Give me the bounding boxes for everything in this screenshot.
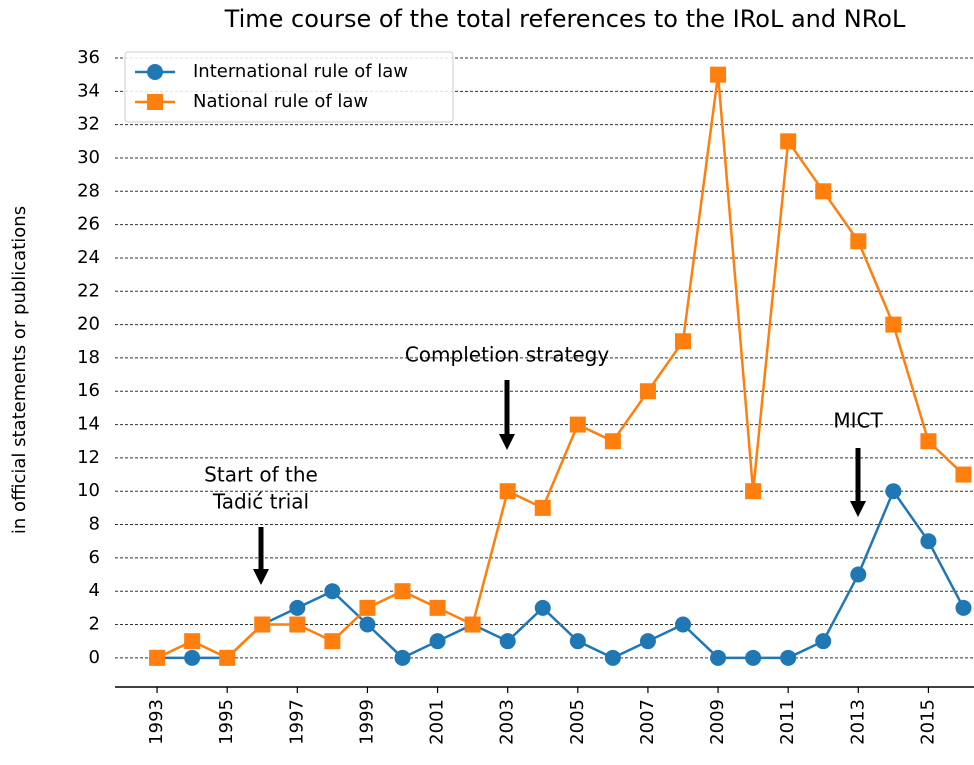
chart-title: Time course of the total references to t… [224,5,906,33]
x-tick-label: 2007 [637,699,658,745]
annotation: Start of the [204,463,318,487]
x-tick-label: 2015 [917,699,938,745]
y-tick-label: 30 [77,147,100,168]
marker [710,649,727,666]
marker [534,599,551,616]
marker [429,599,446,616]
y-tick-label: 12 [77,447,100,468]
marker [149,649,166,666]
marker [955,466,972,483]
marker [780,649,797,666]
marker [499,483,516,500]
y-tick-label: 8 [89,514,100,535]
marker [569,633,586,650]
y-tick-label: 4 [89,580,100,601]
legend-label: National rule of law [193,91,368,112]
y-tick-label: 16 [77,380,100,401]
x-tick-label: 1997 [286,699,307,745]
marker [639,383,656,400]
x-tick-label: 2009 [707,699,728,745]
marker [920,433,937,450]
marker [359,599,376,616]
annotation: MICT [833,409,883,433]
legend-marker [147,64,163,80]
marker [184,649,201,666]
marker [184,633,201,650]
legend-box [124,51,454,123]
y-tick-label: 0 [89,647,100,668]
x-tick-label: 1999 [356,699,377,745]
marker [604,433,621,450]
legend-label: International rule of law [193,61,408,82]
y-tick-label: 20 [77,314,100,335]
y-tick-label: 2 [89,614,100,635]
marker [885,483,902,500]
y-tick-label: 26 [77,214,100,235]
marker [394,583,411,600]
x-tick-label: 2011 [777,699,798,745]
annotation-arrow-head [499,434,515,450]
x-tick-label: 1993 [146,699,167,745]
y-axis-label: in official statements or publications [9,206,30,534]
marker [324,583,341,600]
marker [394,649,411,666]
y-tick-label: 24 [77,247,100,268]
marker [674,333,691,350]
y-tick-label: 22 [77,280,100,301]
annotation-arrow-head [850,501,866,517]
y-tick-label: 32 [77,114,100,135]
marker [569,416,586,433]
x-tick-label: 2001 [427,699,448,745]
y-tick-label: 28 [77,180,100,201]
marker [639,633,656,650]
y-tick-label: 14 [77,414,100,435]
marker [885,316,902,333]
marker [745,483,762,500]
annotation-arrow-head [253,569,269,585]
marker [815,183,832,200]
marker [745,649,762,666]
marker [710,66,727,83]
y-tick-label: 10 [77,480,100,501]
marker [289,599,306,616]
y-tick-label: 6 [89,547,100,568]
marker [429,633,446,650]
marker [850,566,867,583]
annotation: Completion strategy [405,343,609,367]
marker [920,533,937,550]
y-tick-label: 36 [77,47,100,68]
x-tick-label: 1995 [216,699,237,745]
y-tick-label: 18 [77,347,100,368]
marker [499,633,516,650]
marker [674,616,691,633]
marker [254,616,271,633]
marker [324,633,341,650]
annotation: Tadić trial [212,490,309,514]
x-tick-label: 2003 [497,699,518,745]
marker [219,649,236,666]
x-tick-label: 2013 [847,699,868,745]
marker [850,233,867,250]
x-tick-label: 2005 [567,699,588,745]
marker [464,616,481,633]
marker [289,616,306,633]
marker [359,616,376,633]
marker [815,633,832,650]
y-tick-label: 34 [77,80,100,101]
marker [780,133,797,150]
marker [955,599,972,616]
marker [604,649,621,666]
series-line [157,488,965,660]
marker [534,499,551,516]
legend-marker [147,94,163,110]
